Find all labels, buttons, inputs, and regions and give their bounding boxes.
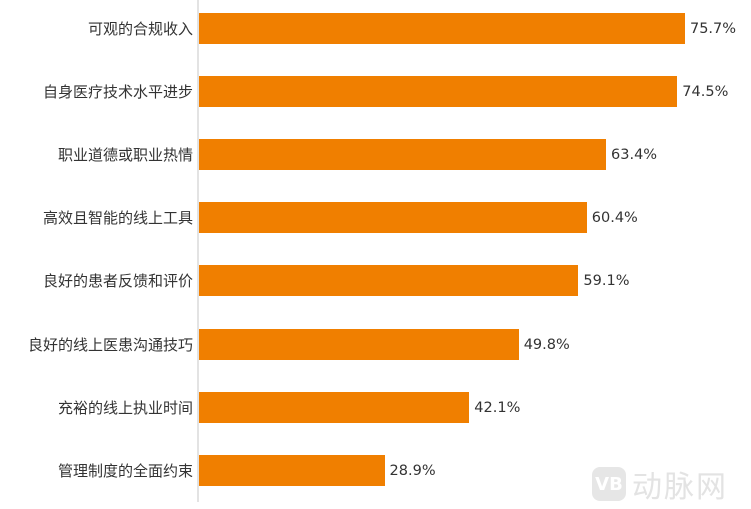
category-label: 可观的合规收入 bbox=[87, 20, 193, 38]
value-label: 59.1% bbox=[583, 273, 630, 290]
category-label: 职业道德或职业热情 bbox=[57, 146, 193, 165]
category-label: 自身医疗技术水平进步 bbox=[42, 83, 193, 102]
value-label: 49.8% bbox=[523, 336, 570, 353]
bar bbox=[199, 76, 678, 108]
y-axis-line bbox=[197, 0, 199, 502]
bar bbox=[199, 328, 519, 360]
watermark: VB 动脉网 bbox=[592, 462, 728, 506]
value-label: 28.9% bbox=[389, 462, 436, 479]
bar-row: 管理制度的全面约束 28.9% bbox=[0, 454, 751, 487]
category-label: 充裕的线上执业时间 bbox=[57, 398, 193, 417]
bar-row: 自身医疗技术水平进步 74.5% bbox=[0, 76, 751, 108]
bar-row: 充裕的线上执业时间 42.1% bbox=[0, 391, 751, 424]
category-label: 良好的线上医患沟通技巧 bbox=[27, 335, 193, 354]
category-label: 管理制度的全面约束 bbox=[57, 461, 193, 480]
value-label: 63.4% bbox=[611, 147, 658, 164]
value-label: 75.7% bbox=[689, 21, 737, 37]
bar bbox=[199, 391, 470, 423]
bar-row: 可观的合规收入 75.7% bbox=[0, 13, 751, 45]
vb-logo-icon: VB bbox=[592, 467, 626, 501]
bar bbox=[199, 13, 685, 44]
bar-row: 职业道德或职业热情 63.4% bbox=[0, 139, 751, 171]
watermark-text: 动脉网 bbox=[632, 470, 728, 505]
category-label: 良好的患者反馈和评价 bbox=[42, 272, 193, 291]
bar bbox=[199, 454, 385, 486]
bar bbox=[199, 265, 579, 297]
category-label: 高效且智能的线上工具 bbox=[42, 209, 193, 228]
bar bbox=[199, 139, 607, 171]
value-label: 74.5% bbox=[682, 84, 729, 101]
value-label: 42.1% bbox=[474, 399, 521, 416]
bar-row: 良好的线上医患沟通技巧 49.8% bbox=[0, 328, 751, 361]
bar-row: 高效且智能的线上工具 60.4% bbox=[0, 202, 751, 234]
value-label: 60.4% bbox=[591, 210, 638, 227]
bar-row: 良好的患者反馈和评价 59.1% bbox=[0, 265, 751, 297]
bar bbox=[199, 202, 587, 234]
